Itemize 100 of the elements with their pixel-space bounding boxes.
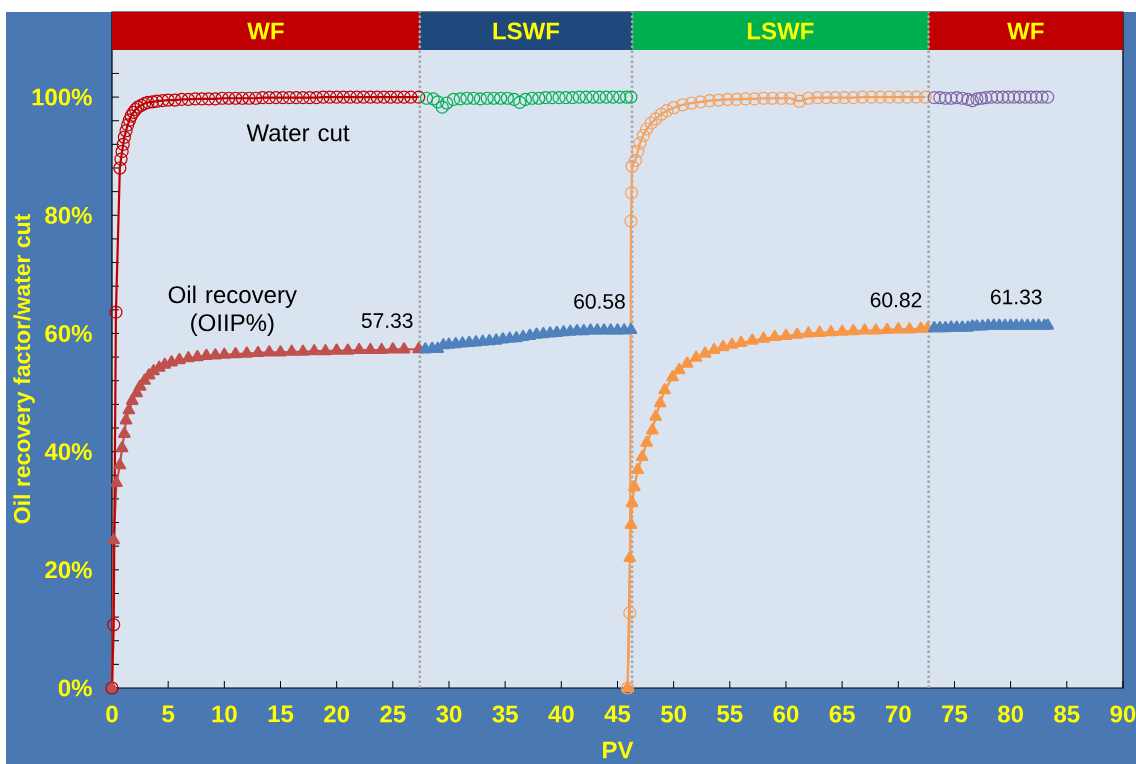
data-label: 57.33 xyxy=(361,313,413,329)
point xyxy=(810,91,825,105)
point xyxy=(636,128,650,143)
point xyxy=(944,91,958,105)
point xyxy=(846,91,860,105)
point xyxy=(480,91,494,105)
point xyxy=(386,342,400,354)
point xyxy=(711,93,726,107)
y-axis-title: Oil recovery factor/water cut xyxy=(13,213,35,524)
annotation: Water cut xyxy=(246,124,350,142)
point xyxy=(720,92,735,107)
x-tick-label: 30 xyxy=(436,705,462,723)
point xyxy=(122,403,136,415)
point xyxy=(635,449,649,462)
point xyxy=(285,344,299,356)
point xyxy=(330,90,344,104)
point xyxy=(352,342,366,355)
point xyxy=(188,92,202,106)
point xyxy=(296,344,310,356)
point xyxy=(155,94,170,108)
point xyxy=(1018,90,1032,104)
x-tick-label: 10 xyxy=(212,705,237,723)
point xyxy=(624,214,638,228)
point xyxy=(738,92,753,106)
point xyxy=(494,91,508,105)
x-tick-label: 0 xyxy=(106,705,118,723)
point xyxy=(525,91,539,105)
point xyxy=(880,322,894,335)
point xyxy=(745,333,759,345)
point xyxy=(307,344,321,356)
point xyxy=(990,90,1004,104)
point xyxy=(249,91,263,105)
point xyxy=(460,91,474,105)
point xyxy=(518,92,532,107)
point xyxy=(824,325,838,337)
point xyxy=(625,159,639,173)
point xyxy=(606,90,620,104)
data-label: 61.33 xyxy=(991,289,1042,305)
point xyxy=(145,95,160,109)
point xyxy=(955,91,969,105)
point xyxy=(412,90,426,104)
point xyxy=(891,322,905,334)
point xyxy=(801,91,816,105)
point xyxy=(619,90,634,104)
point xyxy=(900,90,914,104)
point xyxy=(375,342,388,355)
point xyxy=(970,92,984,106)
point xyxy=(269,91,283,105)
x-tick-label: 45 xyxy=(604,705,631,723)
point xyxy=(774,91,789,105)
point xyxy=(316,90,330,104)
point xyxy=(397,342,411,354)
point xyxy=(363,90,377,104)
point xyxy=(435,100,449,114)
point xyxy=(115,440,129,453)
point xyxy=(350,90,364,104)
point xyxy=(110,475,123,488)
point xyxy=(181,92,195,107)
x-tick-label: 40 xyxy=(548,705,574,723)
point xyxy=(586,90,600,104)
point xyxy=(141,95,155,109)
point xyxy=(599,90,613,104)
point xyxy=(996,90,1010,104)
x-tick-label: 15 xyxy=(268,705,294,723)
point xyxy=(202,92,216,106)
point xyxy=(984,90,999,104)
point xyxy=(137,96,152,111)
point xyxy=(426,92,440,106)
point xyxy=(532,91,546,105)
point xyxy=(933,91,947,105)
point xyxy=(847,323,860,336)
point xyxy=(685,96,699,110)
point xyxy=(113,161,127,175)
point xyxy=(624,186,639,200)
y-tick-label: 80% xyxy=(45,206,92,224)
point xyxy=(116,137,130,151)
point xyxy=(125,393,139,405)
x-tick-label: 65 xyxy=(829,705,855,723)
point xyxy=(229,347,242,359)
point xyxy=(377,90,391,104)
point xyxy=(383,90,398,104)
point xyxy=(431,95,445,109)
x-tick-label: 5 xyxy=(162,705,175,723)
point xyxy=(559,91,573,105)
point xyxy=(1035,90,1049,104)
point xyxy=(974,91,989,105)
point xyxy=(419,91,434,105)
point xyxy=(828,91,842,105)
x-tick-label: 20 xyxy=(324,705,350,723)
point xyxy=(500,91,514,105)
point xyxy=(702,94,717,108)
point xyxy=(262,345,276,357)
point xyxy=(644,116,658,130)
point xyxy=(161,93,175,107)
point xyxy=(538,91,553,105)
band-label: LSWF xyxy=(493,22,560,40)
point xyxy=(757,331,770,343)
point xyxy=(150,94,164,108)
point xyxy=(628,153,643,167)
x-tick-label: 75 xyxy=(942,705,968,723)
